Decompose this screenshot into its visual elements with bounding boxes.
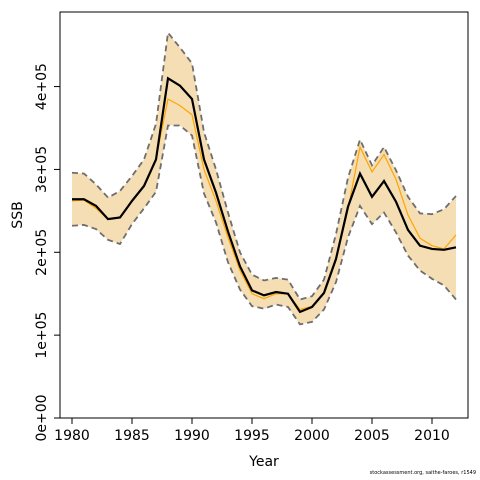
x-tick-label: 2005	[354, 428, 390, 444]
x-axis-label: Year	[248, 454, 279, 470]
y-axis-label: SSB	[10, 201, 26, 228]
series-line-estimate	[72, 76, 457, 314]
y-tick-label: 3e+05	[34, 146, 50, 193]
x-tick-label: 2010	[414, 428, 450, 444]
series-line-lower	[71, 124, 457, 326]
x-tick-label: 1995	[234, 428, 270, 444]
x-tick-label: 1980	[54, 428, 90, 444]
x-tick-label: 2000	[294, 428, 330, 444]
y-tick-label: 1e+05	[34, 312, 50, 359]
y-tick-label: 0e+00	[34, 394, 50, 441]
y-tick-label: 4e+05	[34, 63, 50, 110]
series-line-upper	[71, 30, 457, 301]
footer-credit: stockassessment.org, saithe-faroes, r154…	[369, 470, 476, 476]
confidence-band	[72, 32, 456, 325]
confidence-band-area	[72, 32, 456, 325]
plot-frame	[59, 11, 469, 419]
series-lines	[71, 30, 457, 326]
x-tick-label: 1985	[114, 428, 150, 444]
y-axis: 0e+00 1e+05 2e+05 3e+05 4e+05	[34, 63, 60, 442]
y-tick-label: 2e+05	[34, 229, 50, 276]
x-tick-label: 1990	[174, 428, 210, 444]
x-axis: 1980 1985 1990 1995 2000 2005 2010	[54, 418, 450, 444]
